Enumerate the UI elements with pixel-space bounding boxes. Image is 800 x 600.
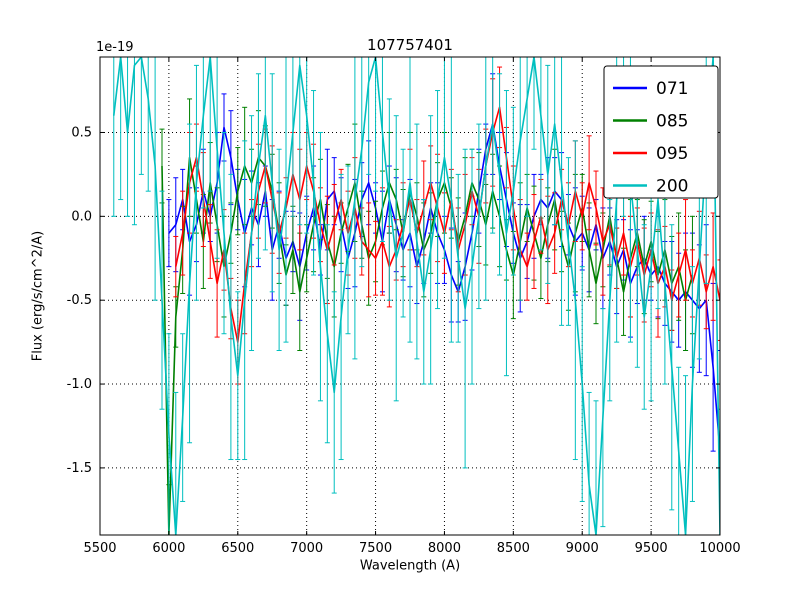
x-axis-label: Wavelength (A) xyxy=(359,558,461,574)
series-line-095 xyxy=(174,106,720,343)
x-tick-label: 6500 xyxy=(221,541,254,556)
axis-ticks xyxy=(99,57,721,535)
series-layer xyxy=(111,57,720,535)
y-tick-label: -0.5 xyxy=(67,293,92,308)
legend-entry-071: 071 xyxy=(613,79,688,99)
x-tick-label: 10000 xyxy=(699,541,740,556)
y-axis-label: Flux (erg/s/cm^2/A) xyxy=(30,230,46,362)
legend-entry-200: 200 xyxy=(613,177,688,197)
legend-entry-095: 095 xyxy=(613,144,688,164)
tick-labels: 5500 6000 6500 7000 7500 8000 8500 9000 9500 1000… xyxy=(67,125,741,556)
legend-label: 200 xyxy=(656,177,688,197)
x-tick-label: 9000 xyxy=(566,541,599,556)
series-line-085 xyxy=(161,156,694,535)
y-tick-label: 0.0 xyxy=(71,209,92,224)
x-tick-label: 7500 xyxy=(359,541,392,556)
legend: 071 085 095 200 xyxy=(603,65,719,199)
legend-box xyxy=(603,65,719,199)
series-200 xyxy=(111,57,720,535)
chart-title: 107757401 xyxy=(367,36,453,54)
legend-label: 085 xyxy=(656,112,688,132)
y-tick-label: -1.0 xyxy=(67,377,92,392)
plot-border xyxy=(99,56,721,536)
y-tick-label: 0.5 xyxy=(71,125,92,140)
legend-label: 095 xyxy=(656,144,688,164)
legend-label: 071 xyxy=(656,79,688,99)
y-tick-label: -1.5 xyxy=(67,461,92,476)
x-tick-label: 9500 xyxy=(635,541,668,556)
y-axis-offset-text: 1e-19 xyxy=(96,40,134,55)
x-tick-label: 5500 xyxy=(83,541,116,556)
x-tick-label: 8000 xyxy=(428,541,461,556)
x-tick-label: 7000 xyxy=(290,541,323,556)
legend-entry-085: 085 xyxy=(613,112,688,132)
x-tick-label: 8500 xyxy=(497,541,530,556)
x-tick-label: 6000 xyxy=(152,541,185,556)
